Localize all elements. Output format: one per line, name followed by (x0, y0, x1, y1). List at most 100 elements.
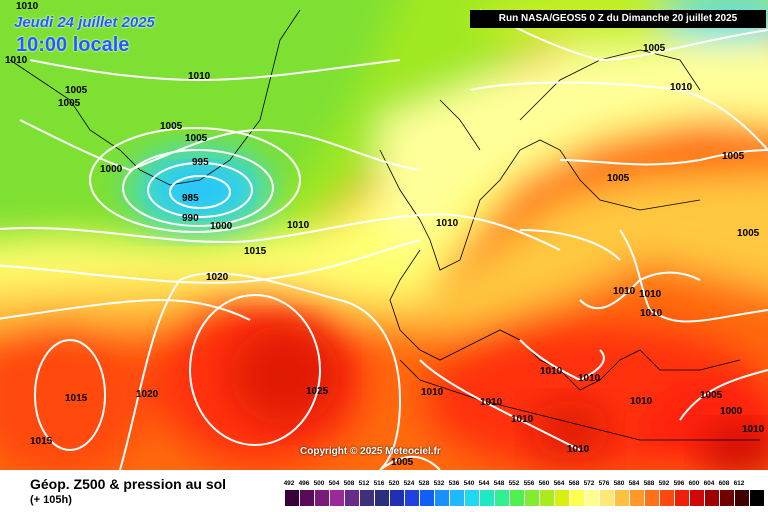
isobar-label: 1010 (540, 366, 563, 377)
color-scale-label: 552 (508, 480, 520, 487)
color-scale-label: 592 (658, 480, 670, 487)
color-scale-swatch (495, 490, 510, 506)
isobar-label: 1015 (30, 436, 53, 447)
color-scale-label: 548 (493, 480, 505, 487)
isobar-label: 1010 (511, 414, 534, 425)
isobar-label: 1005 (160, 121, 183, 132)
color-scale-swatch (360, 490, 375, 506)
color-scale-label: 532 (433, 480, 445, 487)
color-scale-swatch (675, 490, 690, 506)
isobar-label: 1005 (185, 133, 208, 144)
color-scale-swatch (405, 490, 420, 506)
isobar-labels: 1010 1010 1005 1005 1010 1005 1005 1000 … (5, 1, 765, 468)
color-scale-label: 516 (373, 480, 385, 487)
isobar-label: 1010 (480, 397, 503, 408)
isobar-label: 1020 (136, 389, 159, 400)
color-scale-swatch (375, 490, 390, 506)
model-run-banner: Run NASA/GEOS5 0 Z du Dimanche 20 juille… (470, 10, 766, 28)
isobar-label: 1010 (613, 286, 636, 297)
color-scale-bar (285, 490, 765, 506)
color-scale-label: 524 (403, 480, 415, 487)
color-scale-label: 608 (718, 480, 730, 487)
color-scale-label: 612 (733, 480, 745, 487)
color-scale-swatch (720, 490, 735, 506)
color-scale-swatch (435, 490, 450, 506)
isobar-label: 1020 (206, 272, 229, 283)
color-scale-swatch (705, 490, 720, 506)
isobar-label: 1005 (58, 98, 81, 109)
isobar-label: 1000 (100, 164, 123, 175)
isobar-label: 1010 (630, 396, 653, 407)
forecast-offset: (+ 105h) (30, 494, 72, 506)
isobar-label: 1005 (700, 390, 723, 401)
color-scale-swatch (540, 490, 555, 506)
color-scale-label: 512 (358, 480, 370, 487)
color-scale-label: 568 (568, 480, 580, 487)
color-scale-swatch (345, 490, 360, 506)
isobar-label: 1010 (421, 387, 444, 398)
color-scale-swatch (555, 490, 570, 506)
map-title: Géop. Z500 & pression au sol (30, 476, 227, 492)
isobar-label: 1005 (65, 85, 88, 96)
color-scale-swatch (570, 490, 585, 506)
isobar-label: 1010 (188, 71, 211, 82)
isobar-label: 1010 (5, 55, 28, 66)
color-scale-swatch (735, 490, 750, 506)
isobar-label: 1010 (639, 289, 662, 300)
isobar-label: 1010 (436, 218, 459, 229)
isobar-label: 1010 (567, 444, 590, 455)
color-scale-swatch (420, 490, 435, 506)
isobar-label: 1005 (737, 228, 760, 239)
isobar-label: 1010 (640, 308, 663, 319)
color-scale-label: 500 (313, 480, 325, 487)
isobar-label: 1010 (578, 373, 601, 384)
color-scale-label: 576 (598, 480, 610, 487)
color-scale-label: 520 (388, 480, 400, 487)
color-scale-swatch (450, 490, 465, 506)
color-scale-label: 504 (328, 480, 340, 487)
color-scale-label: 584 (628, 480, 640, 487)
isobar-label: 1010 (287, 220, 310, 231)
color-scale-swatch (600, 490, 615, 506)
color-scale-label: 604 (703, 480, 715, 487)
color-scale-label: 492 (283, 480, 295, 487)
color-scale-swatch (510, 490, 525, 506)
isobar-label: 995 (192, 157, 209, 168)
isobar-label: 1005 (643, 43, 666, 54)
isobar-label: 1005 (607, 173, 630, 184)
isobar-label: 1015 (244, 246, 267, 257)
isobar-label: 1010 (742, 424, 765, 435)
color-scale-swatch (615, 490, 630, 506)
copyright-notice: Copyright © 2025 Meteociel.fr (300, 446, 441, 457)
color-scale-swatch (630, 490, 645, 506)
isobar-label: 1025 (306, 386, 329, 397)
forecast-time: 10:00 locale (16, 34, 130, 56)
color-scale-label: 556 (523, 480, 535, 487)
color-scale-label: 588 (643, 480, 655, 487)
color-scale-label: 596 (673, 480, 685, 487)
isobar-label: 1005 (391, 457, 414, 468)
isobars (0, 9, 768, 470)
color-scale-label: 564 (553, 480, 565, 487)
color-scale-swatch (750, 490, 765, 506)
color-scale-label: 572 (583, 480, 595, 487)
forecast-date: Jeudi 24 juillet 2025 (14, 14, 155, 31)
color-scale-swatch (330, 490, 345, 506)
isobar-label: 985 (182, 193, 199, 204)
color-scale-label: 544 (478, 480, 490, 487)
color-scale-label: 580 (613, 480, 625, 487)
color-scale-labels: 492 496 500 504 508 512 516 520 524 528 532 536 540 5… (282, 480, 748, 490)
isobar-label: 1010 (670, 82, 693, 93)
color-scale-swatch (525, 490, 540, 506)
color-scale-swatch (690, 490, 705, 506)
color-scale-label: 560 (538, 480, 550, 487)
color-scale-label: 600 (688, 480, 700, 487)
color-scale-swatch (315, 490, 330, 506)
high-pressure-cores (230, 325, 768, 470)
color-scale-swatch (480, 490, 495, 506)
geopotential-field (0, 0, 768, 470)
color-scale-swatch (645, 490, 660, 506)
color-scale-swatch (660, 490, 675, 506)
color-scale-swatch (300, 490, 315, 506)
isobar-label: 1005 (722, 151, 745, 162)
